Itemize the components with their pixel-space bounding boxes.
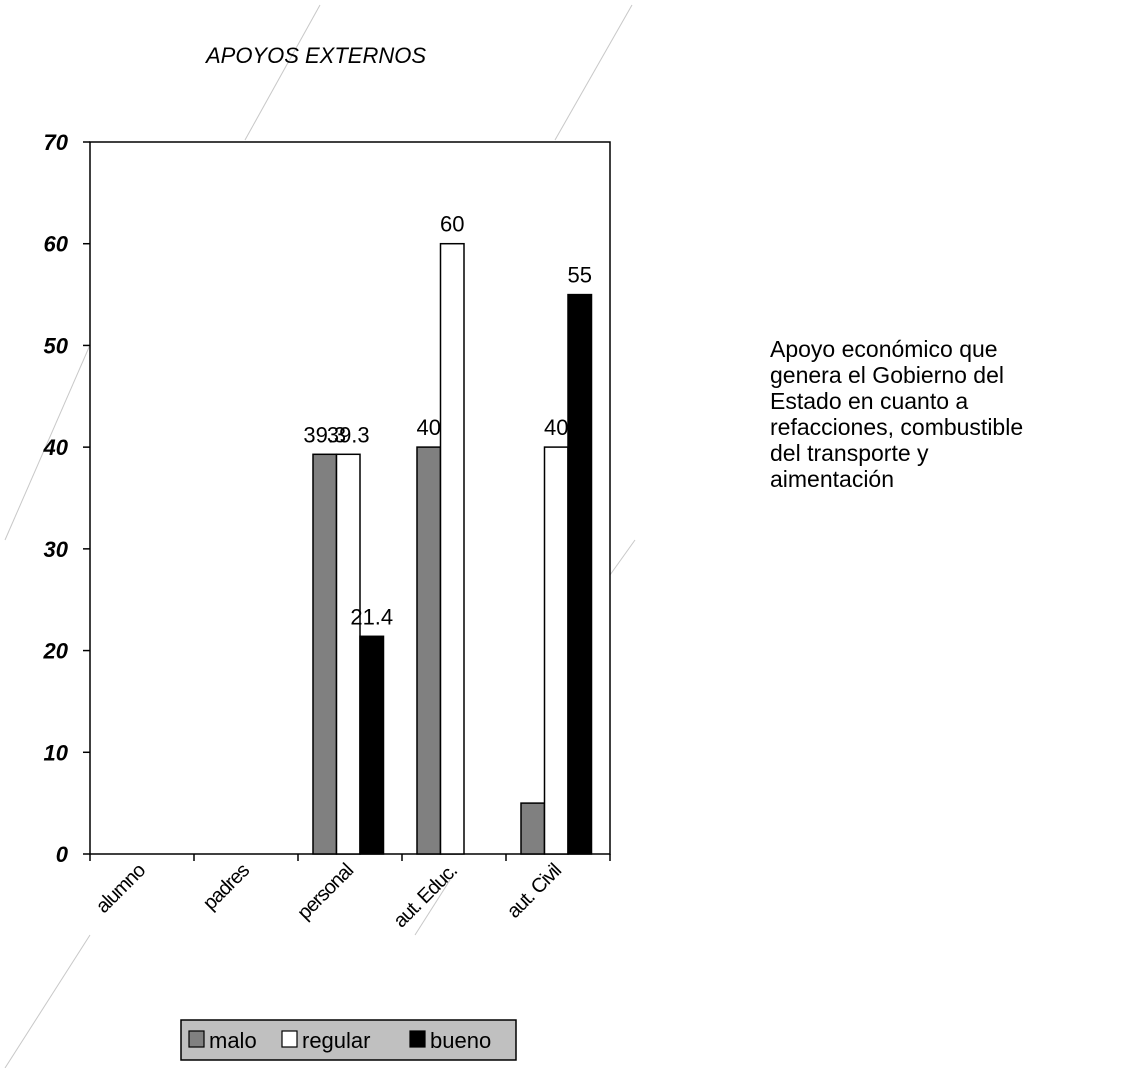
decorative-diagonal-line: [4, 934, 91, 1068]
bar-malo: [312, 453, 338, 855]
data-label: 21.4: [350, 604, 393, 629]
x-tick-label: personal: [293, 860, 358, 925]
side-note: Apoyo económico que genera el Gobierno d…: [770, 336, 1130, 492]
y-tick-label: 60: [44, 232, 69, 257]
y-axis-tick-labels: 0 10 20 30 40 50 60 70: [43, 130, 69, 867]
legend-swatch-bueno: [409, 1030, 426, 1048]
y-tick-label: 0: [56, 842, 69, 867]
decorative-diagonal-line: [609, 539, 636, 576]
side-note-line: del transporte y: [770, 440, 929, 466]
bars-group: [312, 242, 593, 855]
x-tick-label: alumno: [92, 859, 150, 917]
bar-regular: [543, 446, 569, 855]
legend-swatch-regular: [281, 1030, 298, 1048]
data-label: 55: [568, 263, 592, 288]
side-note-line: Estado en cuanto a: [770, 388, 969, 414]
x-tick-label: padres: [199, 859, 254, 914]
legend-label-malo: malo: [209, 1028, 257, 1053]
y-tick-label: 20: [43, 639, 69, 664]
x-tick-label: aut. Educ.: [389, 860, 461, 932]
y-tick-label: 40: [43, 435, 69, 460]
data-label: 39.3: [303, 422, 346, 447]
data-label: 40: [417, 415, 441, 440]
side-note-line: refacciones, combustible: [770, 414, 1024, 440]
bar-bueno: [567, 293, 593, 855]
y-tick-label: 30: [44, 537, 69, 562]
decorative-diagonal-line: [414, 879, 451, 936]
legend-label-bueno: bueno: [430, 1028, 491, 1053]
legend-box: [180, 1019, 517, 1061]
decorative-diagonal-lines: [4, 4, 636, 1068]
data-label: 40: [544, 415, 568, 440]
decorative-diagonal-line: [554, 4, 633, 141]
bar-bueno: [359, 635, 385, 855]
x-tick-label: aut. Civil: [503, 860, 566, 923]
legend-swatch-malo: [188, 1030, 205, 1048]
y-tick-label: 10: [44, 740, 69, 765]
data-label: 39.3: [327, 422, 370, 447]
decorative-diagonal-line: [4, 344, 91, 541]
bar-malo: [416, 446, 442, 855]
side-note-line: aimentación: [770, 466, 895, 492]
axis-ticks: [83, 141, 611, 861]
x-axis-tick-labels: alumno padres personal aut. Educ. aut. Civil: [92, 859, 566, 932]
y-tick-label: 70: [44, 130, 69, 155]
legend-label-regular: regular: [302, 1028, 370, 1053]
legend: malo regular bueno: [180, 1019, 517, 1061]
data-label: 60: [440, 212, 464, 237]
side-note-line: genera el Gobierno del: [770, 362, 1004, 388]
bar-regular: [335, 453, 361, 855]
decorative-diagonal-line: [244, 4, 321, 141]
data-labels: 39.339.3 21.4 40 60 40 55: [303, 212, 592, 630]
side-note-line: Apoyo económico que: [770, 336, 998, 362]
chart-title: APOYOS EXTERNOS: [204, 43, 426, 68]
bar-regular: [439, 242, 465, 855]
y-tick-label: 50: [44, 333, 69, 358]
bar-malo: [520, 802, 546, 855]
